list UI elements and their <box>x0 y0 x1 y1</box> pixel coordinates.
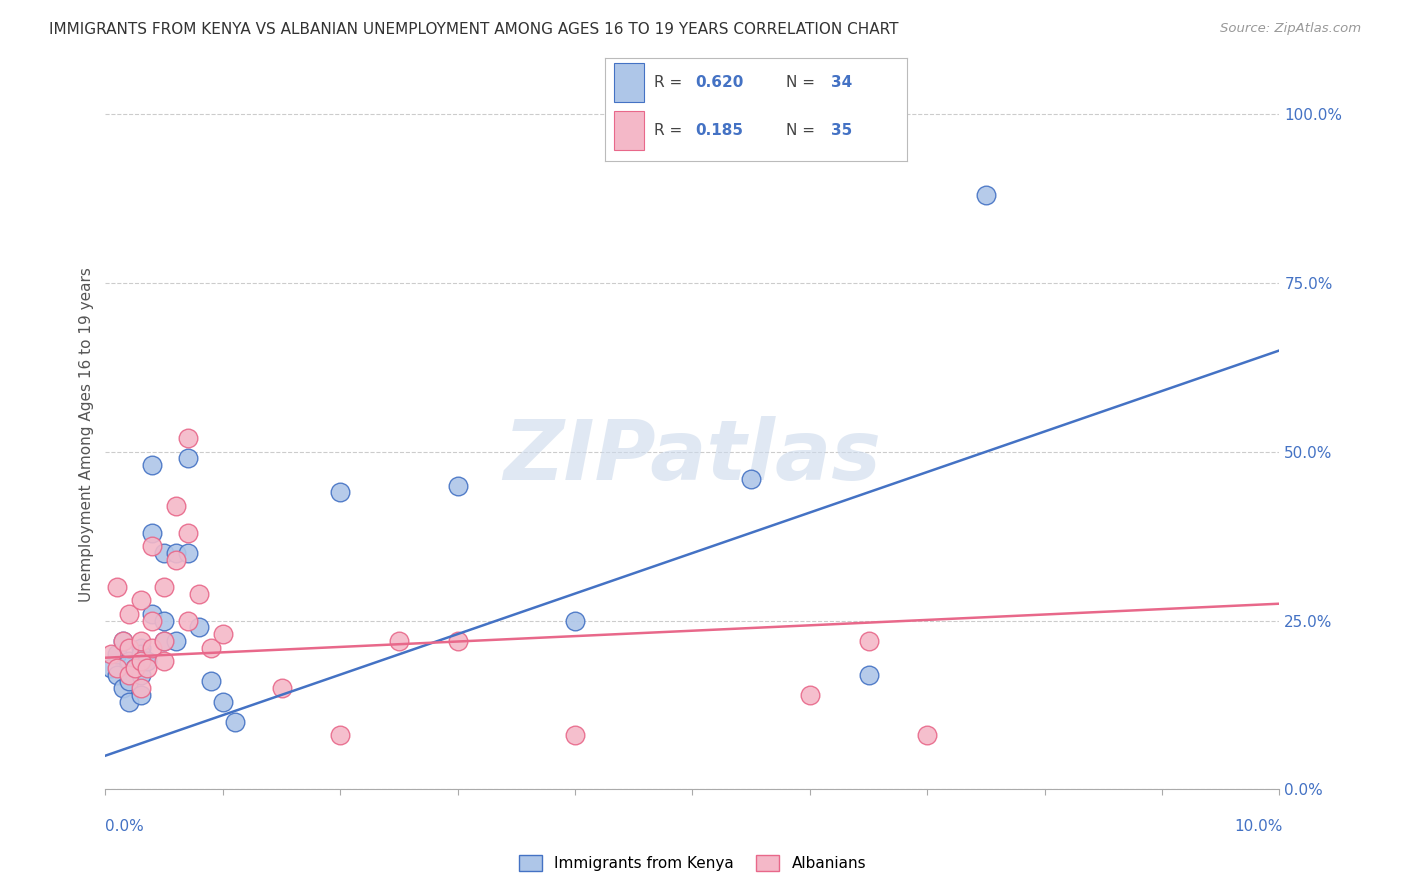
Point <box>118 667 141 681</box>
Point <box>129 648 152 662</box>
Point <box>105 580 128 594</box>
Point <box>176 546 198 560</box>
Point <box>165 633 187 648</box>
Point <box>446 633 468 648</box>
Point <box>129 640 152 655</box>
Text: 0.0%: 0.0% <box>105 819 145 834</box>
Point <box>129 688 152 702</box>
Point <box>129 681 152 695</box>
Point <box>740 472 762 486</box>
Point <box>118 695 141 709</box>
Text: 10.0%: 10.0% <box>1234 819 1282 834</box>
Point <box>165 546 187 560</box>
Point <box>165 499 187 513</box>
Y-axis label: Unemployment Among Ages 16 to 19 years: Unemployment Among Ages 16 to 19 years <box>79 268 94 602</box>
Point <box>141 607 163 621</box>
Text: N =: N = <box>786 75 820 90</box>
Point <box>153 633 176 648</box>
Point <box>118 674 141 689</box>
Point <box>188 586 211 600</box>
Point <box>118 607 141 621</box>
Point <box>100 661 122 675</box>
Point <box>165 553 187 567</box>
Point <box>200 640 222 655</box>
Point <box>153 614 176 628</box>
Point <box>129 667 152 681</box>
Text: 35: 35 <box>831 123 852 138</box>
Text: Source: ZipAtlas.com: Source: ZipAtlas.com <box>1220 22 1361 36</box>
Text: IMMIGRANTS FROM KENYA VS ALBANIAN UNEMPLOYMENT AMONG AGES 16 TO 19 YEARS CORRELA: IMMIGRANTS FROM KENYA VS ALBANIAN UNEMPL… <box>49 22 898 37</box>
Point <box>105 661 128 675</box>
Point <box>446 478 468 492</box>
Point <box>799 688 821 702</box>
Point <box>112 633 135 648</box>
Text: 34: 34 <box>831 75 852 90</box>
Point <box>564 614 586 628</box>
Point <box>858 667 880 681</box>
Point <box>141 614 163 628</box>
Point <box>153 580 176 594</box>
Point <box>270 681 292 695</box>
Point <box>176 431 198 445</box>
Point <box>329 485 352 500</box>
Point <box>118 640 141 655</box>
Text: R =: R = <box>654 123 693 138</box>
Point <box>564 728 586 742</box>
Legend: Immigrants from Kenya, Albanians: Immigrants from Kenya, Albanians <box>513 849 872 878</box>
Point <box>105 667 128 681</box>
Point <box>105 648 128 662</box>
Text: ZIPatlas: ZIPatlas <box>503 416 882 497</box>
Point <box>135 654 157 668</box>
Point <box>329 728 352 742</box>
Point <box>141 640 163 655</box>
Point <box>200 674 222 689</box>
Point <box>153 546 176 560</box>
Point <box>118 654 141 668</box>
Text: N =: N = <box>786 123 820 138</box>
Point <box>141 539 163 553</box>
Point <box>153 654 176 668</box>
Point <box>129 654 152 668</box>
Point <box>135 661 157 675</box>
Point <box>188 620 211 634</box>
Point <box>211 695 233 709</box>
Point <box>129 633 152 648</box>
Point <box>974 188 997 202</box>
Point <box>124 661 146 675</box>
Bar <box>613 112 644 150</box>
Text: 0.620: 0.620 <box>696 75 744 90</box>
Point <box>141 525 163 540</box>
Point <box>211 627 233 641</box>
Point <box>100 648 122 662</box>
Point <box>176 451 198 466</box>
Point <box>112 681 135 695</box>
Point <box>141 458 163 473</box>
Point <box>224 714 246 729</box>
Point <box>388 633 411 648</box>
Point <box>112 633 135 648</box>
Bar <box>613 63 644 102</box>
Point <box>858 633 880 648</box>
Text: 0.185: 0.185 <box>696 123 744 138</box>
Point <box>176 525 198 540</box>
Point <box>153 633 176 648</box>
Point <box>176 614 198 628</box>
Text: R =: R = <box>654 75 688 90</box>
Point <box>124 661 146 675</box>
Point <box>917 728 939 742</box>
Point <box>129 593 152 607</box>
